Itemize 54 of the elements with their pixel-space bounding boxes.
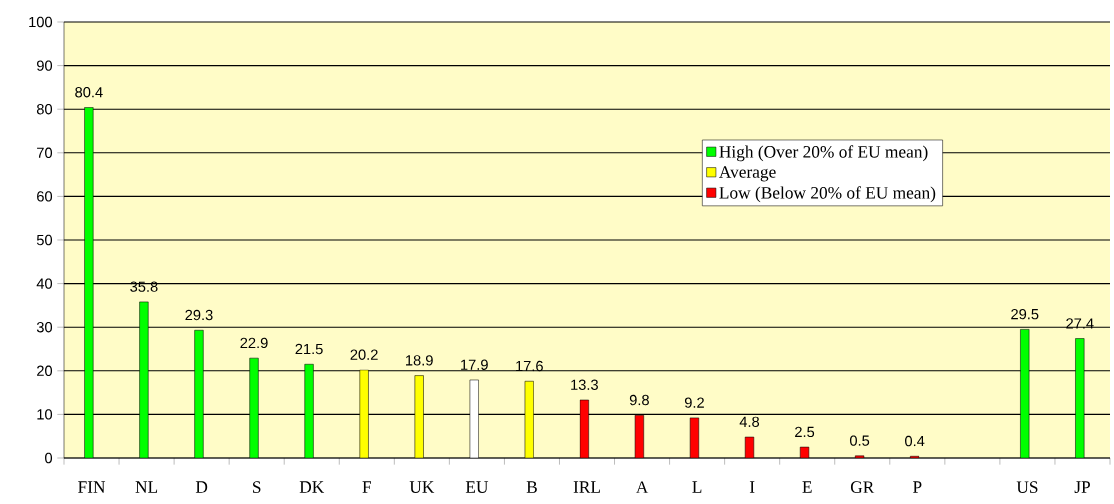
x-tick-label: US [1016, 481, 1038, 494]
data-label: 20.2 [350, 349, 378, 360]
legend-label: Average [719, 166, 776, 182]
y-tick-label: 20 [37, 365, 53, 376]
data-label: 9.8 [629, 394, 649, 406]
data-label: 29.3 [185, 309, 213, 321]
x-tick-label: A [635, 481, 649, 493]
data-label: 22.9 [240, 337, 268, 349]
data-label: 9.2 [684, 397, 704, 408]
bar [249, 358, 259, 458]
data-label: 4.8 [739, 416, 760, 428]
x-tick-label: L [692, 481, 702, 493]
x-tick-label: GR [850, 481, 875, 494]
data-label: 0.5 [849, 435, 870, 446]
legend-label: Low (Below 20% of EU mean) [719, 186, 936, 203]
x-tick-label: EU [465, 481, 489, 493]
bar [194, 330, 204, 458]
y-tick-label: 50 [36, 234, 53, 246]
x-tick-label: UK [409, 481, 435, 493]
data-label: 18.9 [406, 355, 433, 366]
x-tick-label: E [802, 481, 812, 493]
x-tick-label: D [195, 481, 208, 493]
x-tick-label: S [253, 481, 261, 494]
bar [84, 107, 94, 458]
x-tick-label: DK [299, 481, 325, 493]
x-tick-label: F [362, 481, 371, 493]
y-tick-label: 30 [36, 322, 53, 333]
x-tick-label: NL [135, 481, 158, 493]
data-label: 80.4 [75, 87, 103, 98]
y-tick-label: 80 [36, 104, 53, 115]
data-label: 13.3 [571, 379, 598, 390]
x-tick-label: IRL [573, 481, 600, 493]
data-label: 27.4 [1066, 318, 1094, 329]
y-tick-label: 40 [36, 278, 53, 289]
y-tick-label: 0 [45, 452, 53, 464]
x-tick-label: P [913, 481, 922, 493]
x-tick-label: I [749, 481, 755, 493]
data-label: 29.5 [1011, 308, 1039, 320]
y-tick-label: 70 [37, 147, 53, 158]
data-label: 2.5 [795, 426, 815, 438]
data-label: 0.4 [905, 435, 925, 447]
legend-label: High (Over 20% of EU mean) [719, 145, 928, 162]
bar [139, 301, 149, 458]
bar [304, 364, 314, 458]
data-label: 21.5 [295, 343, 323, 355]
x-tick-label: JP [1074, 481, 1090, 493]
data-label: 17.9 [461, 359, 488, 370]
x-tick-label: FIN [78, 481, 106, 493]
y-tick-label: 100 [29, 16, 53, 28]
y-tick-label: 60 [37, 191, 53, 202]
y-tick-label: 10 [37, 409, 53, 420]
data-label: 17.6 [516, 360, 543, 372]
y-tick-label: 90 [37, 60, 53, 71]
x-tick-label: B [526, 481, 537, 493]
